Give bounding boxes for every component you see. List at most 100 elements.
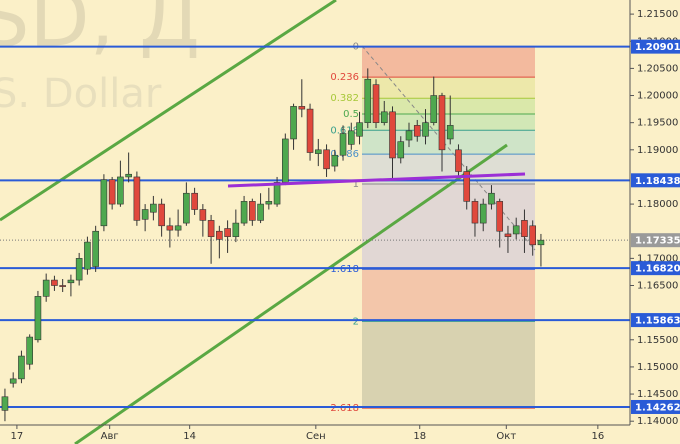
fib-label: 1 bbox=[353, 179, 359, 190]
watermark-subtitle: S. Dollar bbox=[0, 71, 162, 117]
candle-body bbox=[9, 378, 17, 384]
channel-lower bbox=[74, 143, 508, 444]
candle-body bbox=[306, 108, 314, 153]
candle-body bbox=[216, 230, 223, 240]
level-label: 1.15863 bbox=[635, 316, 680, 327]
level-label: 1.18438 bbox=[635, 176, 680, 187]
candle-body bbox=[488, 192, 495, 205]
candle-body bbox=[232, 222, 240, 237]
candle-body bbox=[34, 296, 42, 341]
x-tick-label: 16 bbox=[591, 431, 604, 442]
y-tick-label: 1.14500 bbox=[637, 389, 678, 400]
candle-body bbox=[273, 182, 281, 205]
candle-body bbox=[331, 154, 339, 167]
y-tick-label: 1.21500 bbox=[637, 9, 678, 20]
candle-body bbox=[323, 149, 330, 170]
candle-body bbox=[166, 225, 174, 231]
y-tick-label: 1.14000 bbox=[637, 416, 678, 427]
fib-label: 2.618 bbox=[330, 403, 359, 414]
candle-body bbox=[141, 209, 149, 220]
candle-body bbox=[174, 225, 182, 231]
candle-body bbox=[298, 106, 306, 110]
fib-label: 1.618 bbox=[330, 264, 359, 275]
y-tick-label: 1.16500 bbox=[637, 281, 678, 292]
candle-body bbox=[455, 149, 462, 172]
candle-body bbox=[183, 192, 190, 224]
candle-body bbox=[463, 171, 471, 202]
candle-body bbox=[405, 130, 413, 141]
candle-body bbox=[224, 228, 231, 237]
fib-band bbox=[362, 77, 535, 99]
candle-body bbox=[158, 203, 165, 227]
candle-body bbox=[249, 201, 256, 221]
fib-label: 0.382 bbox=[330, 93, 359, 104]
candle-body bbox=[51, 279, 58, 286]
y-tick-label: 1.17000 bbox=[637, 253, 678, 264]
candle-body bbox=[413, 125, 421, 137]
level-label-box bbox=[631, 39, 680, 54]
candle-body bbox=[117, 176, 124, 205]
candle-body bbox=[257, 203, 264, 221]
candle-body bbox=[397, 141, 405, 159]
candle-body bbox=[504, 233, 512, 237]
candle-body bbox=[18, 355, 25, 380]
candle-body bbox=[282, 138, 289, 183]
candle-body bbox=[84, 241, 91, 270]
fib-label: 0.5 bbox=[343, 109, 359, 120]
level-label: 1.16820 bbox=[635, 264, 680, 275]
candle-body bbox=[529, 225, 536, 246]
x-tick-label: 18 bbox=[413, 431, 426, 442]
y-tick-label: 1.19000 bbox=[637, 145, 678, 156]
candle-body bbox=[290, 106, 297, 140]
level-label-box bbox=[631, 399, 680, 414]
candle-body bbox=[372, 84, 380, 123]
candle-body bbox=[471, 201, 479, 224]
candle-body bbox=[191, 192, 198, 210]
candles bbox=[1, 68, 545, 422]
last-price-label: 1.17335 bbox=[635, 236, 680, 247]
candle-body bbox=[108, 179, 116, 205]
candle-body bbox=[430, 95, 438, 123]
candle-body bbox=[389, 111, 396, 159]
axes: 1.215001.210001.205001.200001.195001.190… bbox=[11, 9, 680, 442]
fib-band bbox=[362, 113, 535, 131]
fib-band bbox=[362, 130, 535, 155]
candle-body bbox=[356, 122, 363, 137]
fib-label: 0.618 bbox=[330, 125, 359, 136]
x-tick-label: Авг bbox=[101, 431, 119, 442]
candle-body bbox=[42, 279, 50, 297]
candle-body bbox=[380, 111, 388, 123]
watermark: SD, Д bbox=[0, 0, 200, 64]
level-label-box bbox=[631, 313, 680, 328]
y-tick-label: 1.15000 bbox=[637, 362, 678, 373]
candle-body bbox=[496, 201, 504, 232]
candle-body bbox=[314, 149, 322, 154]
candle-body bbox=[75, 258, 83, 281]
candle-body bbox=[521, 220, 528, 237]
candle-body bbox=[125, 173, 132, 178]
y-tick-label: 1.19500 bbox=[637, 118, 678, 129]
x-tick-label: Окт bbox=[496, 431, 516, 442]
y-tick-label: 1.15500 bbox=[637, 335, 678, 346]
candle-body bbox=[133, 176, 141, 221]
last-price-label-box bbox=[631, 233, 680, 248]
fib-label: 2 bbox=[353, 316, 359, 327]
level-label: 1.14262 bbox=[635, 402, 680, 413]
level-label: 1.20901 bbox=[635, 42, 680, 53]
candle-body bbox=[422, 122, 429, 137]
candle-body bbox=[347, 130, 355, 145]
x-tick-label: 17 bbox=[11, 431, 24, 442]
candle-body bbox=[240, 201, 248, 224]
candle-body bbox=[339, 133, 347, 156]
y-tick-label: 1.18000 bbox=[637, 199, 678, 210]
candle-body bbox=[59, 285, 66, 287]
candle-body bbox=[364, 78, 372, 123]
trend-line bbox=[227, 172, 526, 188]
candle-body bbox=[26, 336, 33, 365]
candle-body bbox=[92, 230, 99, 267]
fib-band bbox=[362, 269, 535, 322]
candle-body bbox=[438, 95, 446, 151]
